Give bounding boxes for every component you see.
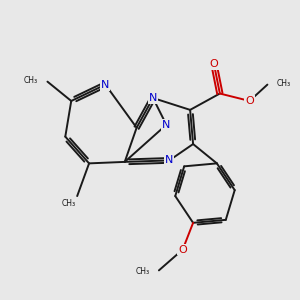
Text: N: N xyxy=(165,155,173,165)
Text: O: O xyxy=(245,96,254,106)
Text: N: N xyxy=(101,80,110,90)
Text: O: O xyxy=(178,244,187,255)
Text: CH₃: CH₃ xyxy=(277,79,291,88)
Text: N: N xyxy=(149,93,157,103)
Text: CH₃: CH₃ xyxy=(24,76,38,85)
Text: N: N xyxy=(162,120,170,130)
Text: CH₃: CH₃ xyxy=(136,267,150,276)
Text: CH₃: CH₃ xyxy=(61,199,75,208)
Text: O: O xyxy=(209,59,218,69)
